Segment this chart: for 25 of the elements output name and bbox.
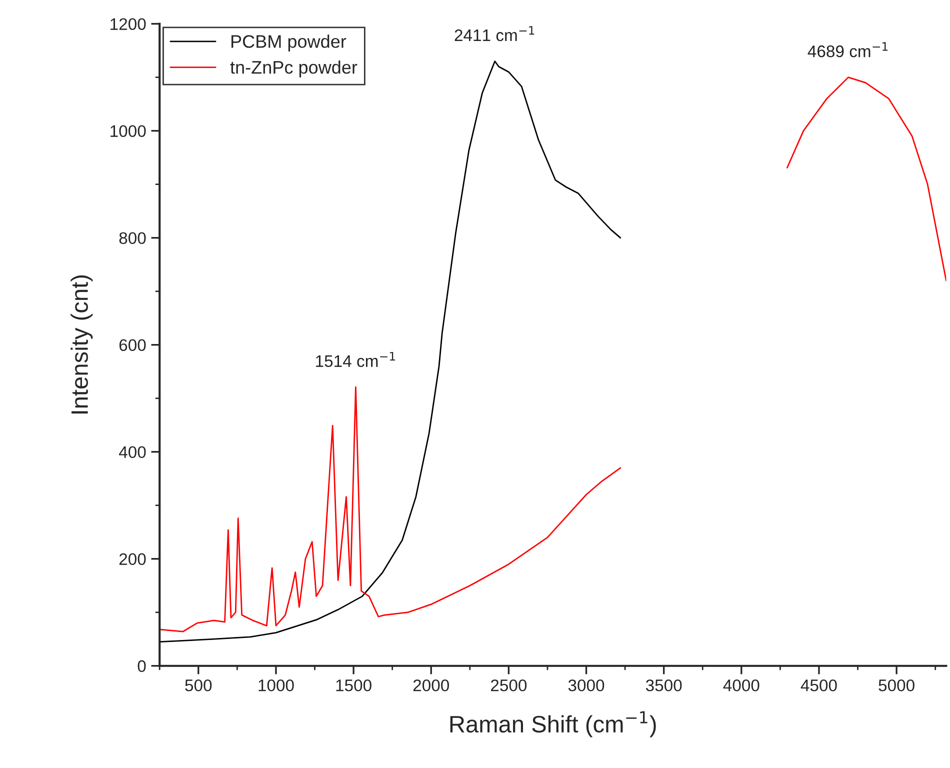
y-tick-label: 200: [119, 553, 146, 566]
y-tick-label: 1000: [110, 125, 146, 138]
x-tick-label: 4500: [800, 679, 837, 692]
x-tick-label: 2000: [413, 679, 449, 692]
x-tick-label: 500: [185, 679, 212, 692]
y-tick-label: 1200: [110, 18, 146, 30]
x-tick-label: 3000: [568, 679, 604, 692]
legend-label: PCBM powder: [232, 34, 346, 52]
line-series: [160, 60, 622, 642]
y-tick-label: 400: [118, 446, 146, 458]
annotation: 1514 cm$^{−1}$: [316, 352, 395, 368]
x-tick-label: 5000: [878, 679, 914, 692]
y-tick-label: 0: [138, 660, 146, 672]
annotation: 2411 cm$^{−1}$: [454, 26, 534, 42]
x-tick-label: 1500: [336, 679, 372, 692]
legend-label: tn-ZnPc powder: [230, 60, 358, 78]
x-tick-label: 2500: [490, 679, 527, 692]
x-tick-label: 1000: [258, 679, 294, 692]
x-axis-title: Raman Shift (cm$^{−1}$): [450, 711, 656, 738]
x-tick-label: 3500: [646, 679, 682, 692]
y-tick-label: 600: [119, 339, 146, 352]
x-tick-label: 4000: [723, 679, 760, 692]
y-axis-title: Intensity (cnt): [70, 275, 93, 414]
annotation: 4689 cm$^{−1}$: [808, 42, 888, 58]
y-tick-label: 800: [119, 232, 146, 244]
